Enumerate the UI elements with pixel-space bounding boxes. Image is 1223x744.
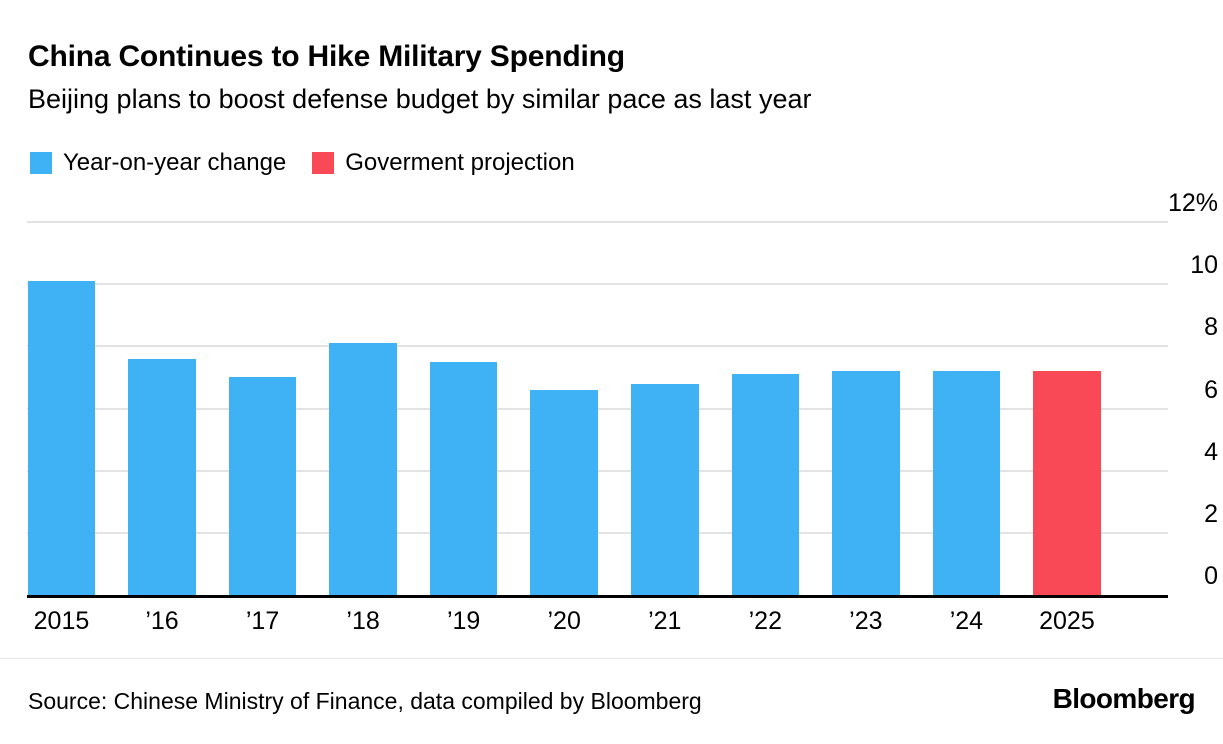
legend-swatch-blue-icon [30,152,52,174]
bar-20 [530,389,598,595]
y-tick-label-2: 2 [1204,499,1218,528]
x-tick-label-16: ’16 [145,607,179,635]
bloomberg-logo: Bloomberg [1052,683,1196,714]
x-tick-label-2025: 2025 [1039,607,1095,635]
gridline-12 [27,221,1168,223]
plot-area [27,221,1168,595]
y-tick-label-10: 10 [1190,251,1218,280]
bar-22 [731,374,800,595]
y-tick-label-6: 6 [1204,375,1218,404]
y-tick-label-0: 0 [1204,562,1218,590]
x-axis-line [27,595,1168,598]
chart-title: China Continues to Hike Military Spendin… [28,40,625,73]
bar-24 [932,371,1001,595]
source-text: Source: Chinese Ministry of Finance, dat… [28,688,702,714]
y-tick-label-12: 12% [1167,189,1218,217]
x-tick-label-2015: 2015 [33,607,90,635]
y-tick-label-4: 4 [1204,437,1218,466]
bar-2015 [27,281,96,595]
bar-21 [631,383,699,595]
legend-label-projection: Goverment projection [345,149,575,176]
chart-subtitle: Beijing plans to boost defense budget by… [28,84,812,114]
y-tick-label-8: 8 [1204,313,1218,342]
bar-23 [832,371,900,595]
x-tick-label-21: ’21 [648,607,682,635]
bar-17 [228,377,297,595]
footer-divider [0,658,1223,659]
x-tick-label-23: ’23 [849,607,883,635]
x-tick-label-24: ’24 [949,607,984,635]
bar-16 [128,358,196,595]
legend: Year-on-year change Goverment projection [30,149,601,177]
bar-2025 [1033,371,1101,595]
legend-item-year-on-year: Year-on-year change [30,149,286,177]
x-tick-label-17: ’17 [245,607,280,635]
bar-18 [329,343,397,595]
x-tick-label-19: ’19 [446,607,481,635]
x-tick-label-18: ’18 [346,607,380,635]
x-tick-label-20: ’20 [547,607,581,635]
legend-label-year-on-year: Year-on-year change [63,149,287,176]
legend-swatch-red-icon [312,152,335,174]
bar-19 [429,361,498,595]
gridline-10 [27,283,1168,286]
legend-item-projection: Goverment projection [312,149,575,177]
gridline-8 [27,345,1168,348]
x-tick-label-22: ’22 [748,607,782,635]
